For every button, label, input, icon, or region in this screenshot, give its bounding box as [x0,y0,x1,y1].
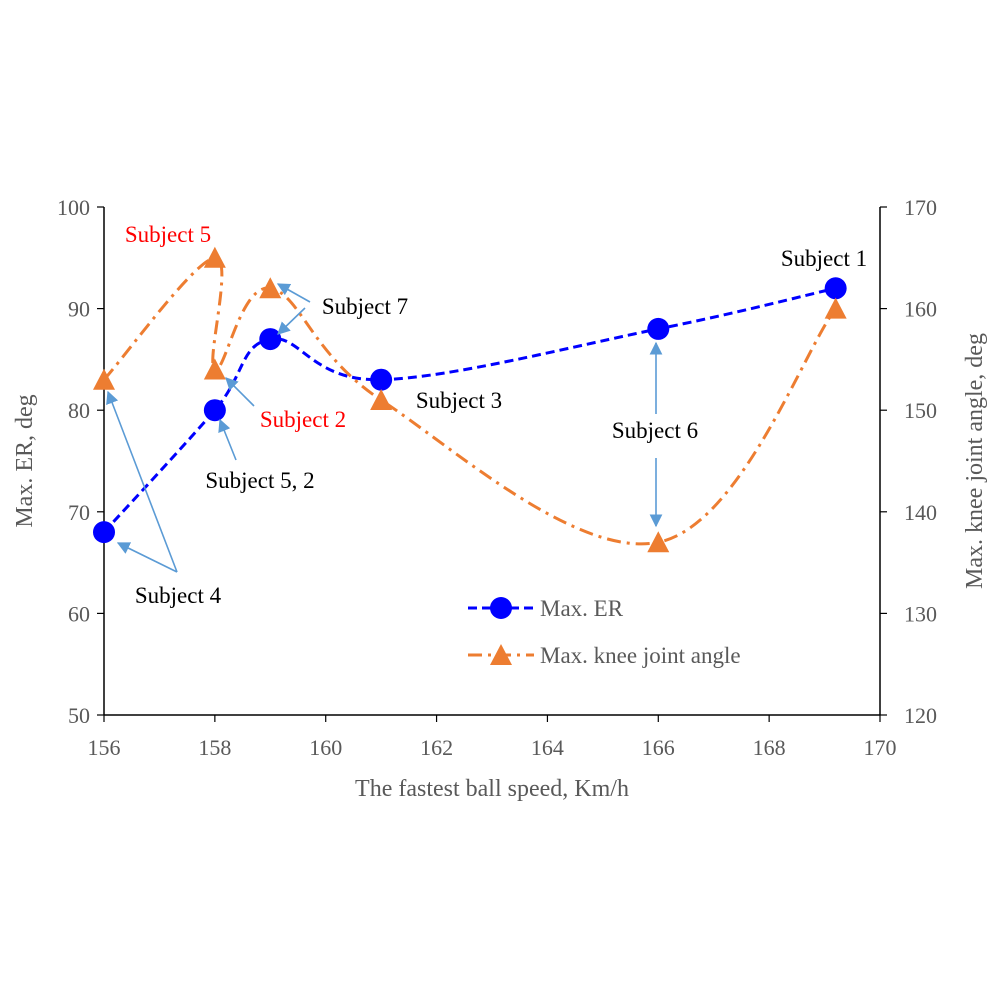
knee-point-marker [647,531,670,553]
x-tick-label: 160 [309,735,342,760]
annotation-arrow [116,542,178,573]
x-tick-label: 162 [420,735,453,760]
y-tick-label: 70 [68,500,90,525]
annotation-arrow [225,377,255,407]
annotation-label: Subject 6 [612,418,698,443]
annotation-label: Subject 5, 2 [205,468,314,493]
x-tick-label: 158 [198,735,231,760]
y2-tick-label: 170 [904,195,937,220]
y2-tick-label: 150 [904,398,937,423]
y2-axis-title: Max. knee joint angle, deg [962,333,988,589]
annotation-label: Subject 3 [416,388,502,413]
x-tick-label: 170 [864,735,897,760]
annotation-label: Subject 7 [322,294,408,319]
axes: 156 158 160 162 164 166 168 170 50 60 70 80 90 100 120… [12,195,988,802]
y-tick-label: 60 [68,601,90,626]
er-point-marker [824,277,847,300]
x-axis-title: The fastest ball speed, Km/h [355,776,629,802]
x-tick-label: 164 [531,735,564,760]
series-layer [93,246,847,553]
y2-tick-label: 120 [904,703,937,728]
er-point-marker [93,521,115,544]
annotation-label: Subject 4 [135,583,222,608]
annotation-arrow [218,418,237,461]
x-tick-label: 156 [88,735,121,760]
annotation-layer: Subject 5 Subject 7 Subject 2 Subject 3 Subj… [106,222,867,608]
annotation-arrow [276,283,311,303]
x-tick-label: 168 [753,735,786,760]
y-tick-label: 100 [57,195,90,220]
legend-circle-marker [490,597,512,619]
y-axis-title: Max. ER, deg [12,394,38,527]
annotation-arrow [106,390,178,573]
er-point-marker [203,399,226,422]
y2-tick-label: 160 [904,297,937,322]
knee-point-marker [259,277,282,299]
legend-label: Max. knee joint angle [540,643,741,668]
knee-point-marker [93,368,115,390]
knee-point-marker [203,358,226,380]
annotation-label: Subject 5 [125,222,211,247]
legend: Max. ER Max. knee joint angle [468,596,741,668]
x-tick-label: 166 [642,735,675,760]
y2-tick-label: 140 [904,500,937,525]
series-line-1 [102,286,836,534]
y-tick-label: 90 [68,297,90,322]
er-point-marker [259,328,282,351]
y-tick-label: 50 [68,703,90,728]
legend-label: Max. ER [540,596,624,621]
knee-point-marker [824,297,847,319]
er-point-marker [647,317,670,340]
knee-point-marker [203,246,226,268]
y-tick-label: 80 [68,398,90,423]
y2-tick-label: 130 [904,601,937,626]
annotation-label: Subject 2 [260,407,346,432]
legend-triangle-marker [490,644,512,665]
annotation-label: Subject 1 [781,246,867,271]
knee-point-marker [370,389,393,411]
annotation-arrow [277,307,306,335]
er-point-marker [370,368,393,391]
